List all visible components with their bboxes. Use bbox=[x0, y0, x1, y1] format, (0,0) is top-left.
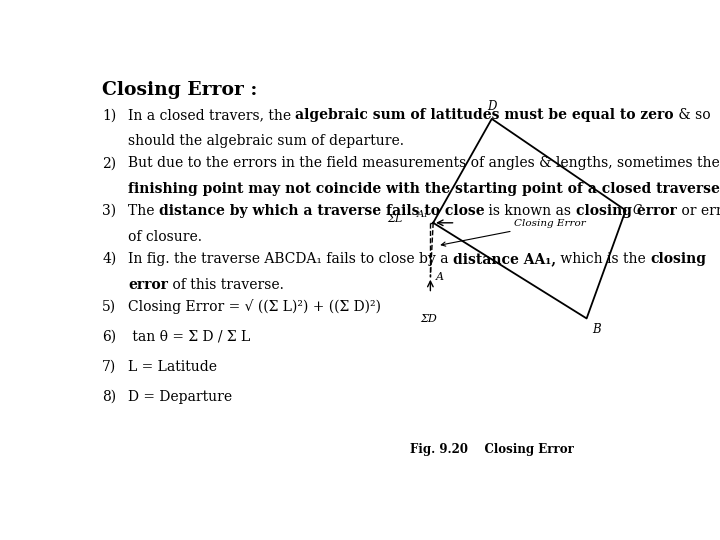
Text: D = Departure: D = Departure bbox=[128, 389, 232, 403]
Text: & so: & so bbox=[674, 109, 711, 123]
Text: In a closed travers, the: In a closed travers, the bbox=[128, 109, 295, 123]
Text: L = Latitude: L = Latitude bbox=[128, 360, 217, 374]
Text: distance AA₁,: distance AA₁, bbox=[453, 252, 556, 266]
Text: which is the: which is the bbox=[556, 252, 650, 266]
Text: 6): 6) bbox=[102, 329, 117, 343]
Text: of closure.: of closure. bbox=[128, 230, 202, 244]
Text: algebraic sum of latitudes must be equal to zero: algebraic sum of latitudes must be equal… bbox=[295, 109, 674, 123]
Text: 2): 2) bbox=[102, 156, 117, 170]
Text: 7): 7) bbox=[102, 360, 117, 374]
Text: 8): 8) bbox=[102, 389, 117, 403]
Text: is known as: is known as bbox=[485, 204, 576, 218]
Text: Closing Error :: Closing Error : bbox=[102, 80, 258, 99]
Text: D: D bbox=[487, 99, 497, 113]
Text: But due to the errors in the field measurements of angles & lengths, sometimes t: But due to the errors in the field measu… bbox=[128, 156, 720, 170]
Text: of this traverse.: of this traverse. bbox=[168, 278, 284, 292]
Text: In fig. the traverse ABCDA₁ fails to close by a: In fig. the traverse ABCDA₁ fails to clo… bbox=[128, 252, 453, 266]
Text: C: C bbox=[632, 204, 642, 217]
Text: error: error bbox=[128, 278, 168, 292]
Text: Fig. 9.20    Closing Error: Fig. 9.20 Closing Error bbox=[410, 443, 574, 456]
Text: A₁: A₁ bbox=[417, 211, 428, 219]
Text: Closing Error: Closing Error bbox=[441, 219, 586, 246]
Text: closing: closing bbox=[650, 252, 706, 266]
Text: ΣL: ΣL bbox=[387, 214, 402, 225]
Text: 1): 1) bbox=[102, 109, 117, 123]
Text: Closing Error = √ ((Σ L)²) + ((Σ D)²): Closing Error = √ ((Σ L)²) + ((Σ D)²) bbox=[128, 300, 381, 314]
Text: B: B bbox=[593, 322, 600, 335]
Text: should the algebraic sum of departure.: should the algebraic sum of departure. bbox=[128, 134, 404, 149]
Text: The: The bbox=[128, 204, 159, 218]
Text: tan θ = Σ D / Σ L: tan θ = Σ D / Σ L bbox=[128, 329, 250, 343]
Text: ΣD: ΣD bbox=[420, 314, 437, 325]
Text: closing error: closing error bbox=[576, 204, 677, 218]
Text: finishing point may not coincide with the starting point of a closed traverse: finishing point may not coincide with th… bbox=[128, 182, 720, 196]
Text: 4): 4) bbox=[102, 252, 117, 266]
Text: 5): 5) bbox=[102, 300, 117, 314]
Text: 3): 3) bbox=[102, 204, 117, 218]
Text: distance by which a traverse fails to close: distance by which a traverse fails to cl… bbox=[159, 204, 485, 218]
Text: or error: or error bbox=[677, 204, 720, 218]
Text: A: A bbox=[436, 272, 444, 282]
